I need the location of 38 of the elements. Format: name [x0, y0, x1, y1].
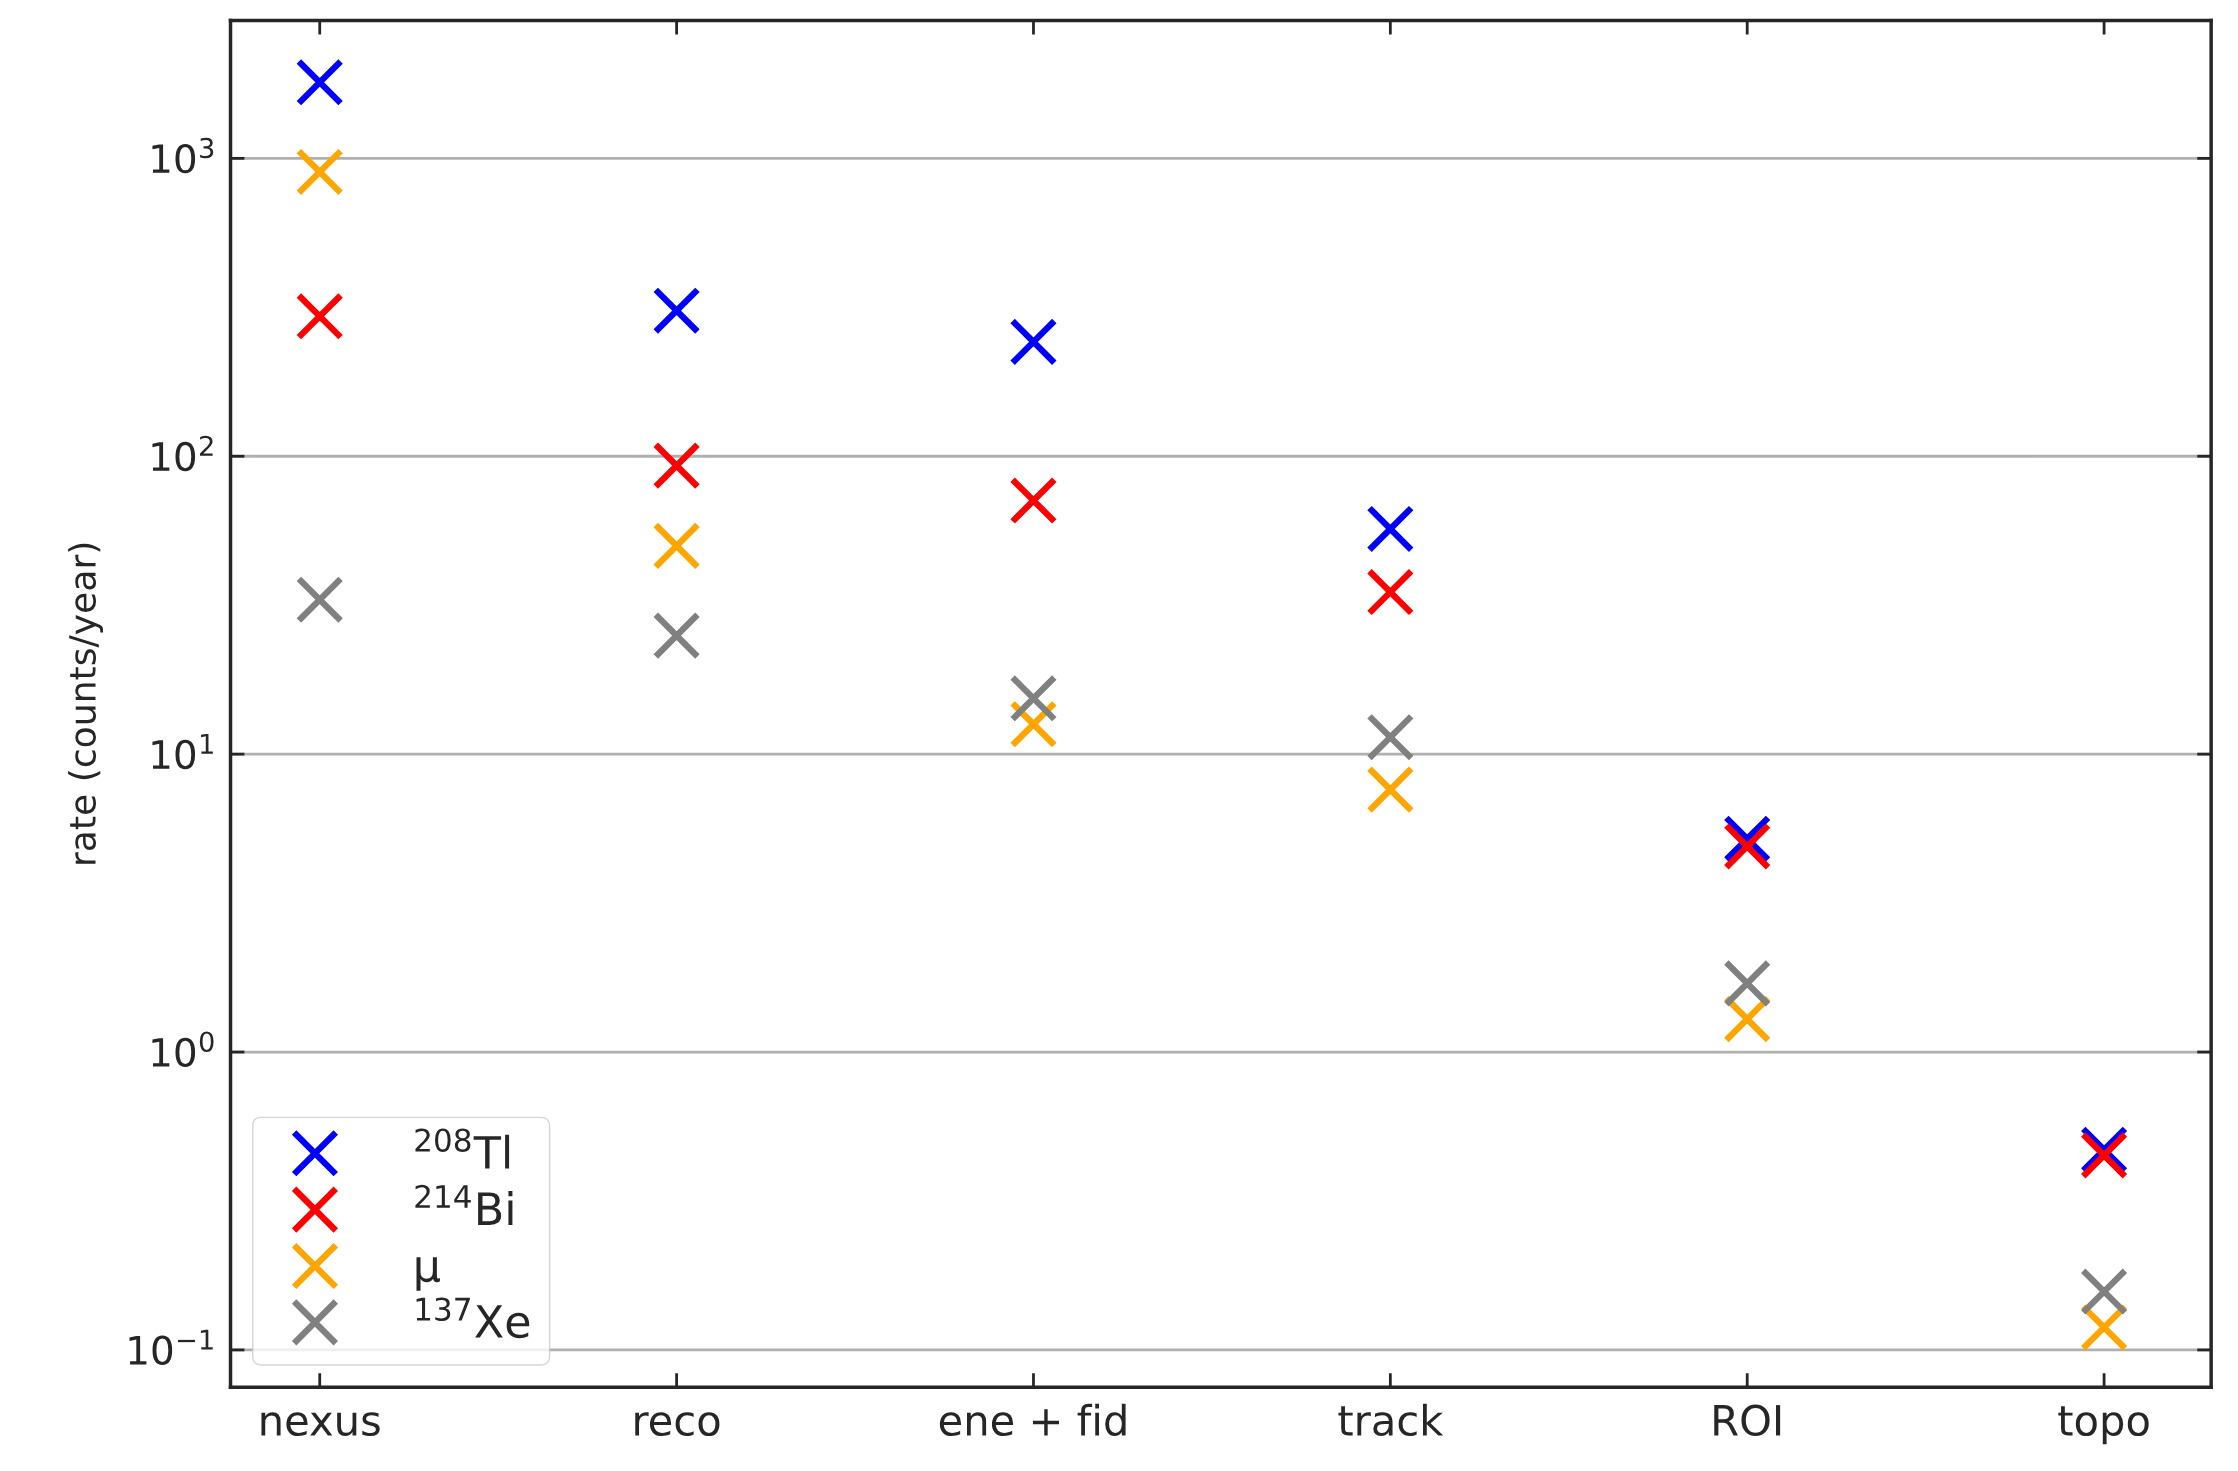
y-tick-label: 10$^{0}$ — [152, 1031, 214, 1068]
x-tick-label: track — [1338, 1403, 1444, 1437]
point — [1366, 568, 1415, 617]
y-tick-label: 10$^{2}$ — [152, 435, 213, 472]
y-tick-label: 10$^{3}$ — [152, 137, 214, 174]
y-axis-title: rate (counts/year) — [68, 543, 104, 864]
point — [2080, 1125, 2129, 1174]
x-tick-label: reco — [635, 1412, 720, 1437]
point — [652, 441, 701, 490]
legend-label: μ — [416, 1257, 440, 1291]
point — [652, 286, 701, 335]
point — [295, 575, 344, 624]
point — [1723, 822, 1772, 871]
point — [1009, 674, 1058, 723]
point — [1723, 995, 1772, 1044]
point — [1366, 765, 1415, 814]
point — [2080, 1303, 2129, 1352]
point — [295, 148, 344, 196]
x-tick-label: nexus — [261, 1412, 380, 1437]
x-tick-label: ene + fid — [939, 1403, 1126, 1437]
point — [1723, 959, 1772, 1008]
point — [652, 611, 701, 660]
point — [652, 521, 701, 570]
point — [295, 292, 344, 341]
y-tick-label: 10$^{−1}$ — [129, 1329, 213, 1365]
y-tick-label: 10$^{1}$ — [152, 733, 213, 770]
point — [1366, 505, 1415, 553]
x-tick-label: ROI — [1714, 1404, 1781, 1437]
point — [1009, 476, 1058, 525]
legend-label: $^{214}$Bi — [415, 1184, 513, 1225]
point — [1366, 713, 1415, 762]
x-tick-label: topo — [2058, 1406, 2149, 1445]
point — [2080, 1131, 2129, 1180]
legend-label: $^{208}$Tl — [415, 1128, 510, 1169]
point — [295, 58, 344, 107]
legend-label: $^{137}$Xe — [416, 1297, 530, 1339]
point — [1009, 317, 1058, 366]
point — [2080, 1267, 2129, 1316]
